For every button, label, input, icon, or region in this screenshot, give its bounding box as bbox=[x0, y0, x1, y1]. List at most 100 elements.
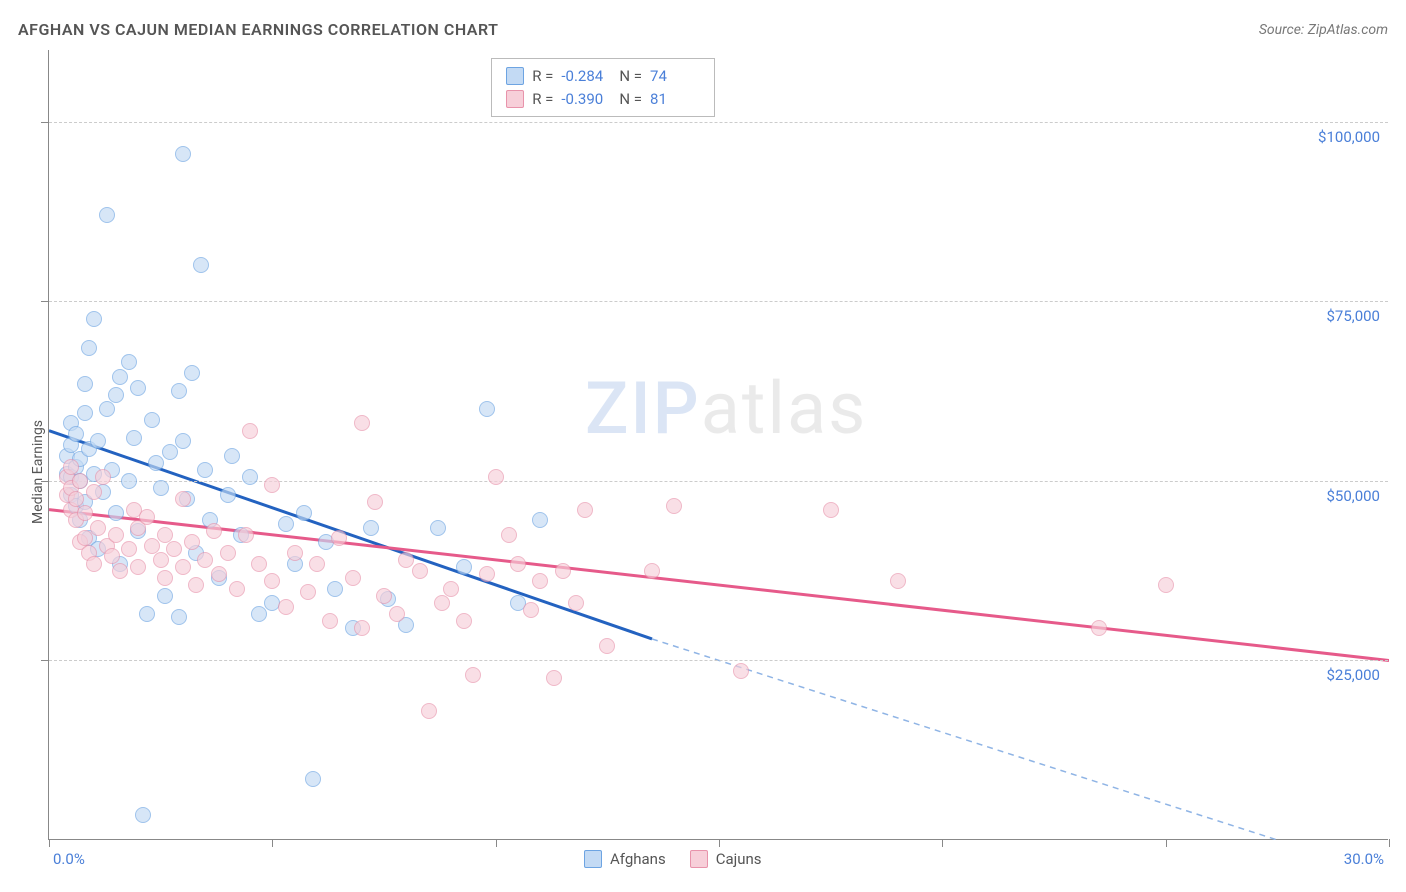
y-tick bbox=[41, 122, 49, 123]
data-point bbox=[126, 430, 142, 446]
y-axis-label: Median Earnings bbox=[30, 420, 46, 524]
data-point bbox=[175, 559, 191, 575]
stat-value-n: 74 bbox=[650, 65, 700, 88]
data-point bbox=[309, 556, 325, 572]
data-point bbox=[532, 512, 548, 528]
x-tick bbox=[1389, 839, 1390, 847]
data-point bbox=[184, 534, 200, 550]
data-point bbox=[144, 412, 160, 428]
y-tick bbox=[41, 301, 49, 302]
data-point bbox=[112, 563, 128, 579]
data-point bbox=[175, 433, 191, 449]
x-tick bbox=[49, 839, 50, 847]
data-point bbox=[193, 257, 209, 273]
data-point bbox=[488, 469, 504, 485]
data-point bbox=[77, 505, 93, 521]
y-tick-label: $50,000 bbox=[1326, 487, 1380, 505]
data-point bbox=[99, 401, 115, 417]
legend-label: Cajuns bbox=[716, 850, 762, 868]
x-tick bbox=[1166, 839, 1167, 847]
gridline bbox=[49, 301, 1388, 302]
data-point bbox=[1091, 620, 1107, 636]
x-tick bbox=[719, 839, 720, 847]
data-point bbox=[197, 552, 213, 568]
data-point bbox=[175, 491, 191, 507]
data-point bbox=[327, 581, 343, 597]
data-point bbox=[144, 538, 160, 554]
data-point bbox=[242, 469, 258, 485]
stat-value-r: -0.390 bbox=[561, 88, 611, 111]
data-point bbox=[465, 667, 481, 683]
data-point bbox=[305, 771, 321, 787]
data-point bbox=[68, 491, 84, 507]
data-point bbox=[139, 509, 155, 525]
data-point bbox=[166, 541, 182, 557]
data-point bbox=[229, 581, 245, 597]
data-point bbox=[108, 505, 124, 521]
x-tick-label: 30.0% bbox=[1344, 850, 1384, 868]
stat-label-n: N = bbox=[619, 88, 642, 111]
data-point bbox=[331, 530, 347, 546]
data-point bbox=[434, 595, 450, 611]
data-point bbox=[376, 588, 392, 604]
data-point bbox=[1158, 577, 1174, 593]
chart-title: AFGHAN VS CAJUN MEDIAN EARNINGS CORRELAT… bbox=[18, 20, 498, 39]
x-tick bbox=[272, 839, 273, 847]
data-point bbox=[95, 469, 111, 485]
data-point bbox=[90, 433, 106, 449]
data-point bbox=[148, 455, 164, 471]
data-point bbox=[63, 459, 79, 475]
legend-swatch bbox=[584, 850, 602, 868]
x-tick bbox=[942, 839, 943, 847]
data-point bbox=[153, 480, 169, 496]
data-point bbox=[171, 609, 187, 625]
y-tick-label: $100,000 bbox=[1318, 128, 1380, 146]
data-point bbox=[224, 448, 240, 464]
data-point bbox=[367, 494, 383, 510]
legend-label: Afghans bbox=[610, 850, 666, 868]
data-point bbox=[77, 405, 93, 421]
data-point bbox=[242, 423, 258, 439]
data-point bbox=[108, 387, 124, 403]
data-point bbox=[345, 570, 361, 586]
data-point bbox=[104, 548, 120, 564]
data-point bbox=[121, 473, 137, 489]
data-point bbox=[523, 602, 539, 618]
data-point bbox=[130, 380, 146, 396]
gridline bbox=[49, 660, 1388, 661]
y-tick bbox=[41, 660, 49, 661]
data-point bbox=[300, 584, 316, 600]
data-point bbox=[86, 311, 102, 327]
data-point bbox=[264, 573, 280, 589]
data-point bbox=[363, 520, 379, 536]
data-point bbox=[108, 527, 124, 543]
data-point bbox=[251, 556, 267, 572]
data-point bbox=[546, 670, 562, 686]
data-point bbox=[175, 146, 191, 162]
legend-swatch bbox=[506, 67, 524, 85]
data-point bbox=[501, 527, 517, 543]
data-point bbox=[130, 559, 146, 575]
data-point bbox=[430, 520, 446, 536]
data-point bbox=[251, 606, 267, 622]
source-text: Source: ZipAtlas.com bbox=[1259, 22, 1388, 38]
data-point bbox=[389, 606, 405, 622]
stat-label-r: R = bbox=[532, 65, 553, 88]
y-tick-label: $75,000 bbox=[1326, 307, 1380, 325]
data-point bbox=[555, 563, 571, 579]
data-point bbox=[264, 477, 280, 493]
data-point bbox=[456, 613, 472, 629]
data-point bbox=[220, 545, 236, 561]
data-point bbox=[354, 415, 370, 431]
data-point bbox=[510, 556, 526, 572]
data-point bbox=[112, 369, 128, 385]
data-point bbox=[188, 577, 204, 593]
stat-label-n: N = bbox=[619, 65, 642, 88]
trend-lines-svg bbox=[49, 50, 1389, 840]
data-point bbox=[568, 595, 584, 611]
legend-swatch bbox=[690, 850, 708, 868]
data-point bbox=[532, 573, 548, 589]
data-point bbox=[890, 573, 906, 589]
data-point bbox=[644, 563, 660, 579]
data-point bbox=[77, 376, 93, 392]
